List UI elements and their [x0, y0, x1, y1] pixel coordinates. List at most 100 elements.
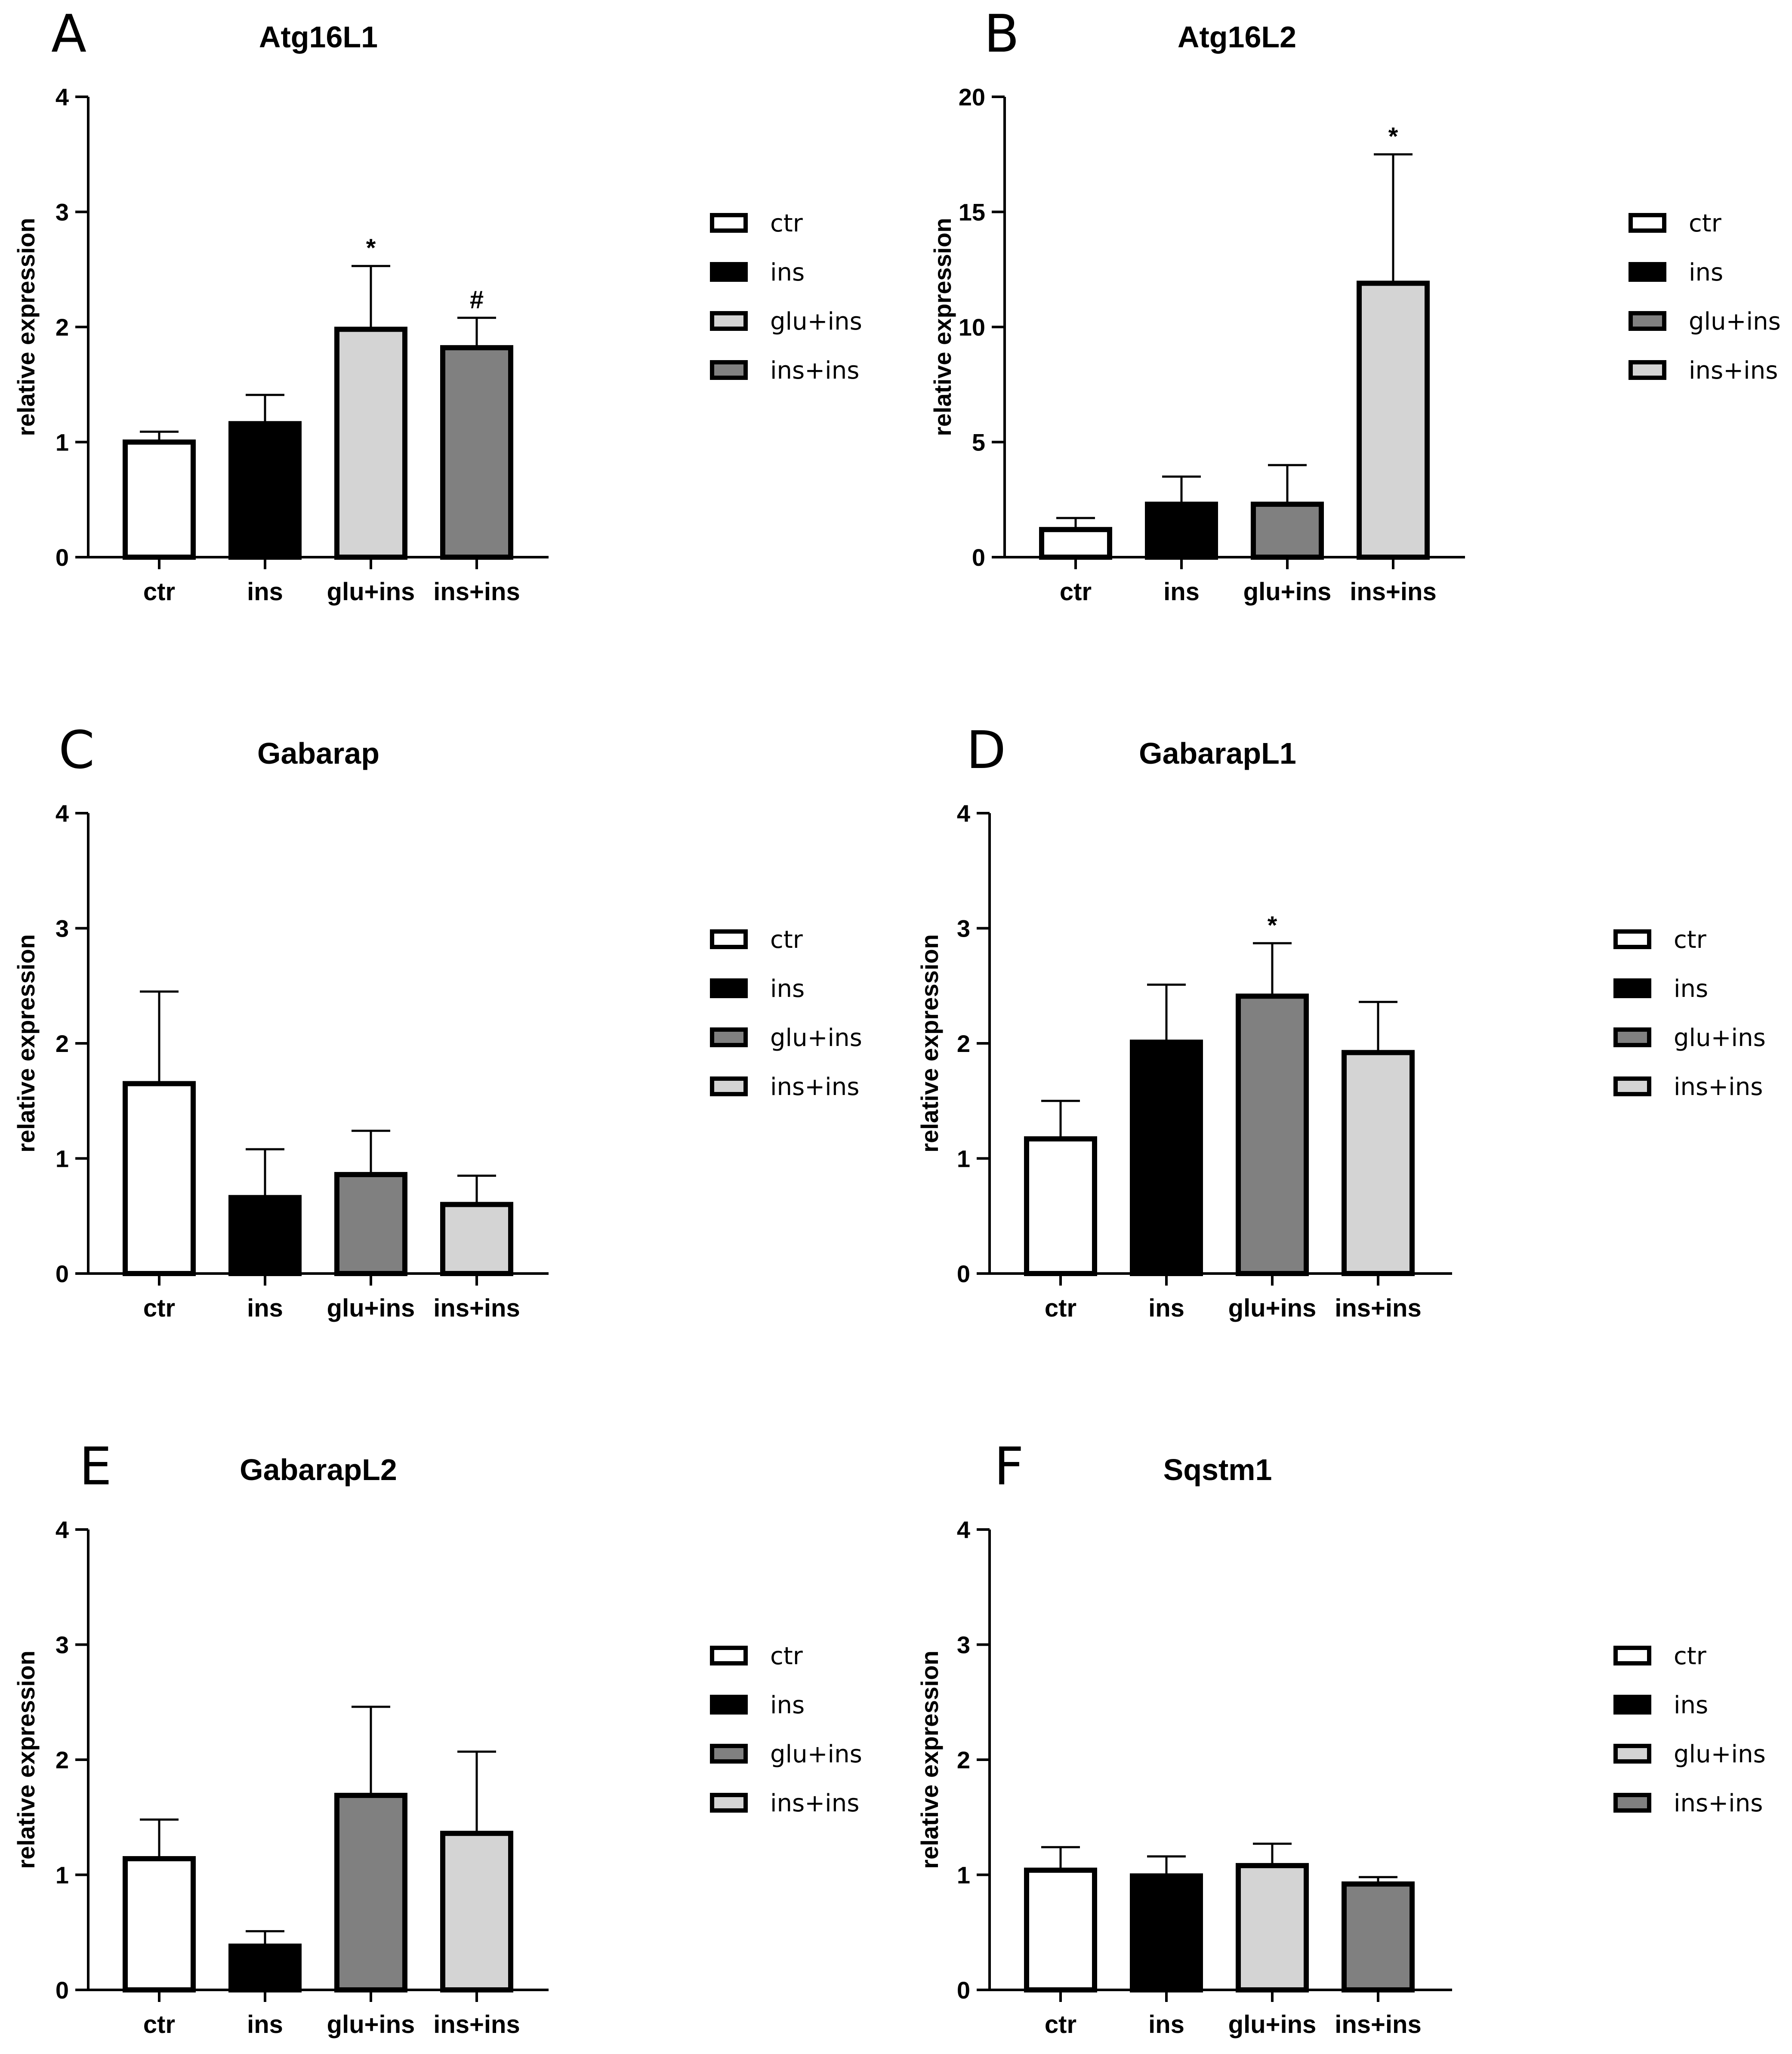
- legend-label-f-ctr: ctr: [1674, 1642, 1707, 1670]
- bar-d-ins-ins: [1342, 1050, 1415, 1276]
- category-label-c-glu-ins: glu+ins: [327, 1294, 415, 1322]
- bar-c-ins-ins: [440, 1202, 513, 1276]
- legend-label-a-glu-ins: glu+ins: [770, 308, 862, 336]
- bar-a-ins-ins: [440, 345, 513, 560]
- category-label-a-ins-ins: ins+ins: [433, 578, 520, 606]
- legend-swatch-b-ctr: [1629, 213, 1666, 233]
- y-tick-label-a: 4: [56, 83, 69, 111]
- y-axis-title-c: relative expression: [12, 934, 40, 1152]
- legend-swatch-a-ins-ins: [710, 360, 748, 380]
- y-tick-label-a: 0: [56, 544, 69, 571]
- legend-swatch-a-ctr: [710, 213, 748, 233]
- category-label-c-ins-ins: ins+ins: [433, 1294, 520, 1322]
- legend-label-a-ctr: ctr: [770, 210, 803, 237]
- bar-a-ctr: [123, 439, 196, 560]
- legend-swatch-f-ctr: [1613, 1646, 1651, 1665]
- y-tick-label-f: 0: [957, 1977, 970, 2004]
- bar-e-ins-ins: [440, 1831, 513, 1992]
- bar-d-ins: [1130, 1039, 1203, 1276]
- legend-swatch-a-ins: [710, 262, 748, 282]
- legend-swatch-b-glu-ins: [1629, 311, 1666, 331]
- bar-f-ins: [1130, 1873, 1203, 1993]
- legend-label-d-ctr: ctr: [1674, 926, 1707, 954]
- y-tick-label-c: 3: [56, 915, 69, 942]
- y-axis-title-a: relative expression: [12, 218, 40, 436]
- y-tick-label-b: 20: [959, 83, 985, 111]
- legend-label-e-glu-ins: glu+ins: [770, 1740, 862, 1768]
- legend-swatch-d-ins-ins: [1613, 1076, 1651, 1096]
- y-tick-label-a: 2: [56, 314, 69, 341]
- bar-e-glu-ins: [334, 1792, 407, 1992]
- chart-title-f: Sqstm1: [1163, 1453, 1272, 1487]
- bar-e-ins: [228, 1943, 302, 1992]
- bar-c-glu-ins: [334, 1172, 407, 1276]
- legend-label-c-ctr: ctr: [770, 926, 803, 954]
- bar-b-ctr: [1039, 527, 1112, 560]
- y-tick-label-b: 15: [959, 199, 985, 226]
- category-label-e-ins-ins: ins+ins: [433, 2011, 520, 2039]
- legend-label-d-ins-ins: ins+ins: [1674, 1073, 1763, 1101]
- y-tick-label-b: 5: [972, 429, 985, 456]
- legend-swatch-b-ins: [1629, 262, 1666, 282]
- chart-panel-e: E GabarapL2 relative expression 0 1 2 3 4 ctr ins…: [12, 1437, 862, 2039]
- y-tick-label-e: 4: [56, 1516, 69, 1543]
- legend-label-f-ins-ins: ins+ins: [1674, 1789, 1763, 1817]
- bar-f-glu-ins: [1236, 1863, 1309, 1992]
- legend-swatch-c-ctr: [710, 929, 748, 949]
- legend-swatch-e-ins-ins: [710, 1793, 748, 1813]
- panel-letter-a: A: [51, 4, 86, 64]
- bar-b-ins: [1145, 501, 1218, 560]
- bar-f-ctr: [1024, 1867, 1097, 1992]
- panel-letter-e: E: [79, 1437, 112, 1497]
- y-tick-label-d: 4: [957, 800, 970, 827]
- legend-swatch-b-ins-ins: [1629, 360, 1666, 380]
- legend-swatch-a-glu-ins: [710, 311, 748, 331]
- chart-title-d: GabarapL1: [1139, 737, 1296, 770]
- bar-c-ctr: [123, 1081, 196, 1276]
- y-tick-label-f: 1: [957, 1862, 970, 1889]
- legend-swatch-e-glu-ins: [710, 1744, 748, 1764]
- bar-f-ins-ins: [1342, 1881, 1415, 1993]
- chart-title-b: Atg16L2: [1178, 20, 1296, 54]
- legend-label-c-ins: ins: [770, 975, 805, 1003]
- y-tick-label-f: 2: [957, 1746, 970, 1773]
- panel-letter-f: F: [994, 1437, 1024, 1497]
- legend-label-d-ins: ins: [1674, 975, 1708, 1003]
- legend-swatch-f-ins: [1613, 1695, 1651, 1715]
- legend-label-f-ins: ins: [1674, 1691, 1708, 1719]
- bar-b-ins-ins: [1357, 281, 1430, 560]
- y-tick-label-c: 4: [56, 800, 69, 827]
- bar-a-ins: [228, 421, 302, 560]
- category-label-d-glu-ins: glu+ins: [1228, 1294, 1317, 1322]
- y-tick-label-e: 0: [56, 1977, 69, 2004]
- legend-label-b-glu-ins: glu+ins: [1689, 308, 1781, 336]
- y-axis-title-e: relative expression: [12, 1650, 40, 1869]
- legend-label-b-ctr: ctr: [1689, 210, 1722, 237]
- significance-label-a-glu-ins: *: [366, 234, 376, 262]
- category-label-b-ins-ins: ins+ins: [1350, 578, 1436, 606]
- legend-swatch-e-ctr: [710, 1646, 748, 1665]
- legend-label-a-ins-ins: ins+ins: [770, 357, 859, 385]
- panel-letter-c: C: [59, 721, 95, 780]
- category-label-b-glu-ins: glu+ins: [1243, 578, 1332, 606]
- category-label-f-glu-ins: glu+ins: [1228, 2011, 1317, 2039]
- category-label-d-ins-ins: ins+ins: [1335, 1294, 1421, 1322]
- y-tick-label-d: 1: [957, 1145, 970, 1172]
- legend-swatch-e-ins: [710, 1695, 748, 1715]
- y-tick-label-e: 3: [56, 1631, 69, 1659]
- legend-label-d-glu-ins: glu+ins: [1674, 1024, 1766, 1052]
- significance-label-a-ins-ins: #: [470, 286, 484, 314]
- legend-swatch-f-ins-ins: [1613, 1793, 1651, 1813]
- category-label-c-ins: ins: [247, 1294, 283, 1322]
- legend-swatch-c-ins: [710, 978, 748, 998]
- category-label-e-ctr: ctr: [143, 2011, 175, 2039]
- chart-title-c: Gabarap: [257, 737, 379, 770]
- category-label-a-ins: ins: [247, 578, 283, 606]
- bar-d-ctr: [1024, 1136, 1097, 1277]
- category-label-d-ins: ins: [1148, 1294, 1184, 1322]
- category-label-b-ins: ins: [1163, 578, 1200, 606]
- legend-swatch-d-glu-ins: [1613, 1027, 1651, 1047]
- legend-swatch-d-ins: [1613, 978, 1651, 998]
- y-axis-title-b: relative expression: [929, 218, 956, 436]
